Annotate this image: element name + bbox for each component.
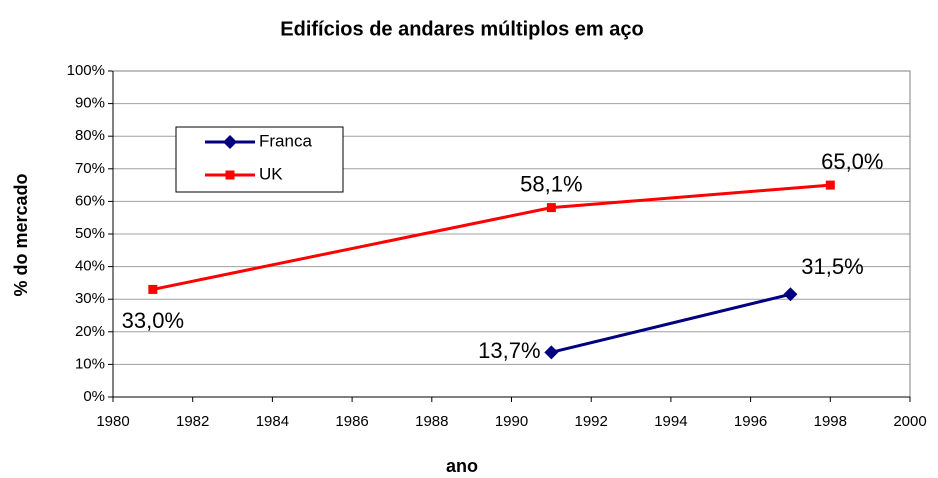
y-tick-label: 30%	[75, 290, 105, 307]
x-tick-label: 1984	[256, 413, 289, 430]
x-tick-label: 1986	[335, 413, 368, 430]
legend-box	[175, 126, 344, 193]
y-tick-label: 90%	[75, 95, 105, 112]
marker	[783, 287, 798, 302]
y-axis-label: % do mercado	[11, 173, 31, 296]
y-tick-label: 50%	[75, 225, 105, 242]
x-tick-label: 1994	[654, 413, 687, 430]
y-tick-label: 20%	[75, 323, 105, 340]
x-tick-label: 1988	[415, 413, 448, 430]
chart-title: Edifícios de andares múltiplos em aço	[280, 18, 643, 40]
marker	[223, 135, 237, 149]
x-tick-label: 1980	[96, 413, 129, 430]
x-tick-label: 1996	[734, 413, 767, 430]
legend: Franca UK	[175, 126, 344, 193]
marker	[544, 345, 559, 360]
x-tick-label: 1990	[495, 413, 528, 430]
value-label: 58,1%	[520, 171, 582, 196]
marker	[546, 203, 556, 213]
y-tick-label: 40%	[75, 258, 105, 275]
y-tick-label: 0%	[83, 388, 105, 405]
x-tick-label: 1992	[575, 413, 608, 430]
y-tick-label: 10%	[75, 355, 105, 372]
marker	[225, 170, 235, 180]
x-tick-label: 1998	[814, 413, 847, 430]
x-tick-label: 1982	[176, 413, 209, 430]
marker	[148, 284, 158, 294]
y-tick-label: 60%	[75, 192, 105, 209]
value-label: 65,0%	[821, 149, 883, 174]
marker	[825, 180, 835, 190]
legend-label: UK	[259, 164, 283, 183]
x-axis-label: ano	[446, 456, 478, 476]
line	[550, 292, 791, 354]
x-tick-label: 2000	[893, 413, 926, 430]
y-tick-label: 100%	[67, 62, 105, 79]
value-label: 13,7%	[478, 338, 540, 363]
value-label: 31,5%	[801, 254, 863, 279]
y-tick-label: 70%	[75, 160, 105, 177]
value-label: 33,0%	[122, 308, 184, 333]
legend-label: Franca	[259, 131, 312, 150]
y-tick-label: 80%	[75, 127, 105, 144]
